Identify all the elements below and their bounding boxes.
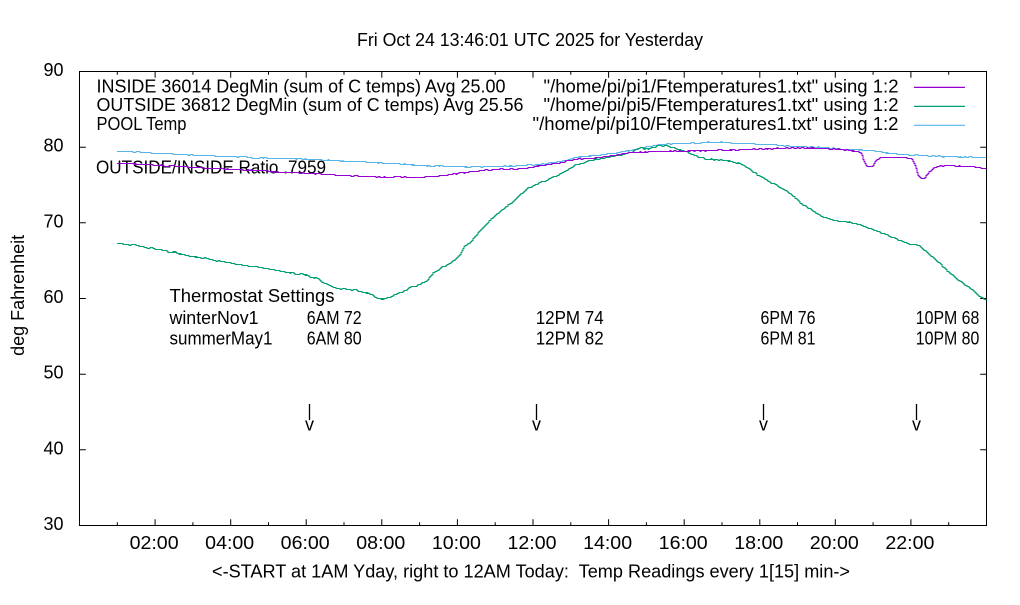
svg-text:v: v [532,415,541,435]
svg-text:50: 50 [43,363,63,383]
svg-text:12PM 74: 12PM 74 [536,308,604,328]
svg-text:02:00: 02:00 [130,533,179,553]
svg-text:14:00: 14:00 [583,533,632,553]
svg-text:10PM 68: 10PM 68 [916,308,980,328]
svg-text:v: v [305,415,314,435]
svg-text:60: 60 [43,287,63,307]
svg-text:20:00: 20:00 [810,533,859,553]
svg-text:"/home/pi/pi10/Ftemperatures1.: "/home/pi/pi10/Ftemperatures1.txt" using… [533,114,899,134]
svg-text:v: v [912,415,921,435]
svg-text:16:00: 16:00 [659,533,708,553]
svg-text:POOL Temp: POOL Temp [97,114,187,134]
svg-text:10:00: 10:00 [432,533,481,553]
svg-text:OUTSIDE 36812 DegMin (sum of C: OUTSIDE 36812 DegMin (sum of C temps) Av… [97,95,524,115]
svg-text:80: 80 [43,136,63,156]
svg-text:10PM 80: 10PM 80 [916,329,980,349]
svg-text:winterNov1: winterNov1 [169,308,259,328]
svg-text:Thermostat Settings: Thermostat Settings [170,286,335,306]
svg-text:08:00: 08:00 [356,533,405,553]
svg-text:v: v [759,415,768,435]
svg-text:Fri Oct 24 13:46:01 UTC 2025 f: Fri Oct 24 13:46:01 UTC 2025 for Yesterd… [357,30,703,50]
svg-text:6PM 81: 6PM 81 [761,329,816,349]
svg-text:"/home/pi/pi5/Ftemperatures1.t: "/home/pi/pi5/Ftemperatures1.txt" using … [544,95,899,115]
svg-text:6PM 76: 6PM 76 [761,308,816,328]
svg-text:deg Fahrenheit: deg Fahrenheit [8,235,28,356]
svg-text:12PM 82: 12PM 82 [536,329,604,349]
svg-text:40: 40 [43,438,63,458]
svg-text:12:00: 12:00 [508,533,557,553]
svg-text:"/home/pi/pi1/Ftemperatures1.t: "/home/pi/pi1/Ftemperatures1.txt" using … [544,76,899,96]
svg-text:OUTSIDE/INSIDE Ratio .7959: OUTSIDE/INSIDE Ratio .7959 [96,157,326,177]
svg-text:30: 30 [43,514,63,534]
svg-text:<-START at 1AM Yday, right to: <-START at 1AM Yday, right to 12AM Today… [212,562,850,582]
svg-text:18:00: 18:00 [734,533,783,553]
svg-text:06:00: 06:00 [281,533,330,553]
svg-text:04:00: 04:00 [205,533,254,553]
svg-text:6AM 80: 6AM 80 [307,329,362,349]
svg-text:summerMay1: summerMay1 [170,329,273,349]
svg-text:6AM 72: 6AM 72 [307,308,362,328]
svg-text:90: 90 [43,60,63,80]
svg-text:22:00: 22:00 [885,533,934,553]
svg-text:70: 70 [43,211,63,231]
svg-text:INSIDE 36014 DegMin (sum of C: INSIDE 36014 DegMin (sum of C temps) Avg… [97,76,506,96]
